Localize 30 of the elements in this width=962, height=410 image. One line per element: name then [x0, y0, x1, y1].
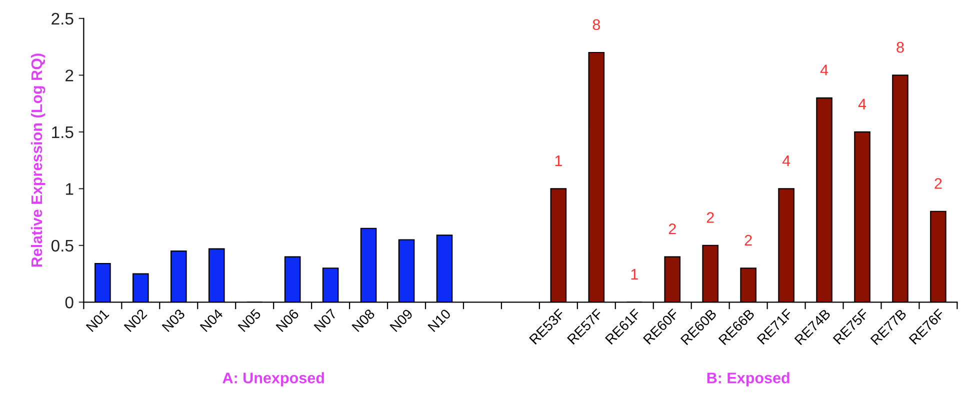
- annotation: 4: [820, 64, 828, 76]
- y-tick-label: 1.5: [52, 126, 74, 138]
- x-tick-label: N07: [314, 308, 338, 332]
- annotation: 8: [592, 19, 600, 30]
- x-tick-label: N06: [276, 308, 300, 332]
- x-tick-label: N10: [428, 308, 452, 332]
- x-tick-label: N03: [162, 308, 186, 332]
- x-tick-label: N04: [200, 308, 224, 332]
- x-tick-label: N05: [238, 308, 262, 332]
- annotation: 4: [858, 98, 866, 110]
- annotation: 2: [744, 234, 752, 246]
- annotation: 2: [706, 212, 714, 223]
- y-tick-label: 0.5: [51, 240, 74, 252]
- y-tick-label: 2.5: [52, 12, 74, 25]
- x-tick-label: N09: [390, 308, 414, 332]
- annotation: 4: [782, 156, 790, 166]
- y-tick-label: 2: [66, 70, 74, 82]
- annotation: 2: [668, 223, 676, 234]
- y-tick-label: 1: [66, 183, 74, 195]
- text: B: Exposed: [707, 372, 790, 386]
- text: A: Unexposed: [222, 372, 324, 386]
- annotation: 8: [896, 42, 904, 53]
- x-tick-label: N02: [124, 308, 148, 332]
- annotation: 2: [934, 178, 942, 189]
- y-axis-title: Relative Expression (Log RQ): [30, 54, 46, 267]
- y-tick-label: 0: [65, 296, 74, 308]
- x-tick-label: N01: [86, 308, 110, 332]
- annotation: 1: [555, 156, 562, 166]
- x-tick-label: N08: [352, 308, 376, 332]
- annotation: 1: [631, 269, 638, 280]
